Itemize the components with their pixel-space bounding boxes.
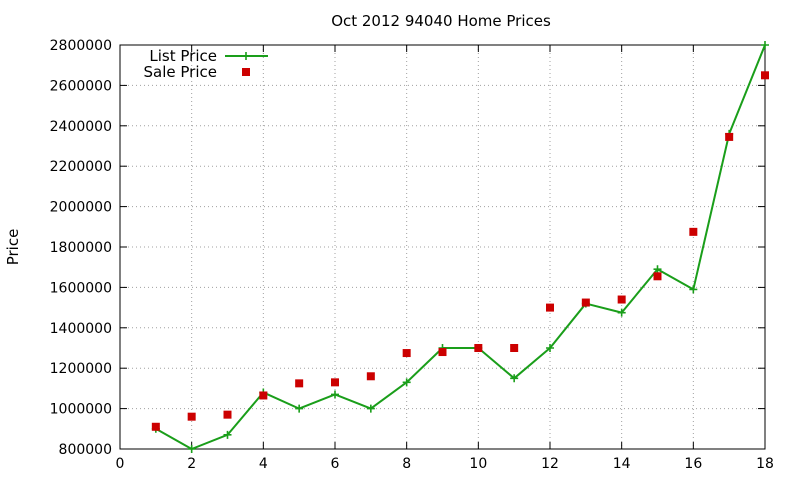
y-tick-label: 800000 (59, 442, 112, 458)
y-tick-label: 2200000 (50, 159, 112, 175)
list-price-point (617, 308, 626, 317)
sale-price-point (151, 422, 160, 431)
legend-marker-sale-price (242, 68, 250, 76)
sale-price-point (187, 412, 196, 421)
sale-price-point (546, 303, 554, 312)
legend: List Price Sale Price (144, 47, 268, 81)
legend-label-list-price: List Price (149, 47, 217, 65)
y-tick-label: 1000000 (50, 402, 112, 418)
sale-price-point (438, 348, 447, 357)
y-tick-label: 1800000 (50, 240, 112, 256)
grid-lines (120, 45, 765, 449)
legend-plus-marker (242, 52, 250, 60)
sale-price-point (223, 410, 232, 419)
x-tick-label: 6 (331, 456, 340, 472)
y-tick-label: 1600000 (50, 280, 112, 296)
list-price-point (761, 41, 769, 49)
list-price-point (689, 285, 698, 294)
sale-price-point (510, 344, 519, 352)
y-tick-label: 2800000 (50, 38, 112, 54)
sale-price-point (295, 379, 304, 388)
legend-label-sale-price: Sale Price (144, 63, 217, 81)
sale-price-point (366, 372, 375, 381)
sale-price-point (689, 227, 698, 236)
x-tick-label: 4 (259, 456, 268, 472)
list-price-line (155, 44, 766, 450)
sale-price-point (617, 295, 626, 304)
list-price-point (295, 404, 304, 413)
list-price-point (187, 445, 196, 453)
list-price-point (510, 374, 519, 383)
y-tick-label: 2000000 (50, 200, 112, 216)
list-price-point (223, 430, 232, 439)
sale-price-point (581, 298, 590, 307)
y-tick-label: 1200000 (50, 361, 112, 377)
x-tick-label: 0 (116, 456, 125, 472)
y-tick-label: 2400000 (50, 119, 112, 135)
chart-title: Oct 2012 94040 Home Prices (331, 12, 551, 30)
sale-price-point (653, 272, 662, 281)
sale-price-point (725, 132, 734, 141)
y-axis-label: Price (4, 229, 22, 266)
list-price-point (366, 404, 375, 413)
x-tick-label: 2 (187, 456, 196, 472)
x-tick-label: 8 (402, 456, 411, 472)
x-tick-label: 10 (469, 456, 487, 472)
sale-price-point (761, 71, 769, 80)
y-tick-label: 2600000 (50, 78, 112, 94)
sale-price-point (474, 344, 483, 352)
sale-price-point (402, 349, 411, 358)
axis-ticks: 0 2 4 6 8 10 12 14 16 18 800000 1000000 1200000 14000… (50, 38, 774, 472)
x-tick-label: 12 (541, 456, 559, 472)
list-price-point (653, 265, 662, 274)
sale-price-point (259, 391, 268, 400)
series-layer (151, 41, 769, 453)
x-tick-label: 16 (684, 456, 702, 472)
legend-marker-list-price (242, 52, 250, 60)
x-tick-label: 18 (756, 456, 774, 472)
y-tick-label: 1400000 (50, 321, 112, 337)
sale-price-point (331, 378, 339, 387)
list-price-point (331, 390, 339, 399)
list-price-point (546, 344, 554, 352)
list-price-point (402, 378, 411, 387)
x-tick-label: 14 (613, 456, 631, 472)
